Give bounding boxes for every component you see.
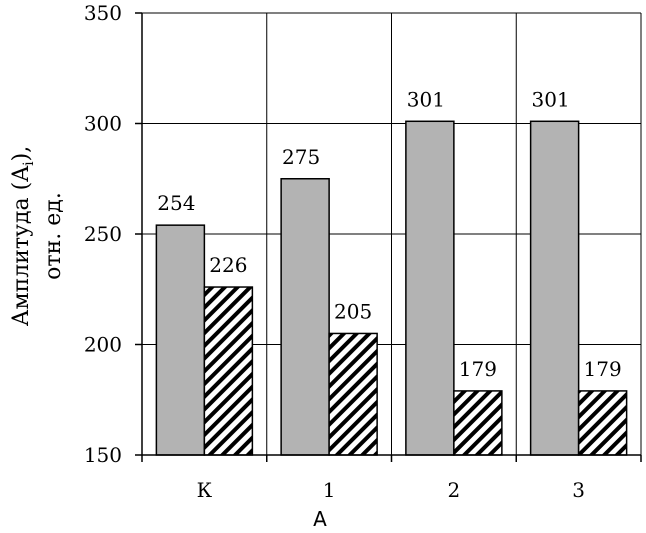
x-tick-label: К <box>197 478 213 502</box>
y-tick-label: 250 <box>84 222 122 246</box>
bar-series2 <box>453 390 503 456</box>
y-axis-label: Амплитуда (Ai), отн. ед. <box>9 146 66 326</box>
axes <box>135 12 642 462</box>
data-label: 205 <box>334 299 372 323</box>
bar-series1 <box>405 120 455 456</box>
y-tick-label: 150 <box>84 443 122 467</box>
y-tick-label: 200 <box>84 333 122 357</box>
data-label: 179 <box>459 357 497 381</box>
labels: 150 200 250 300 350 254 226 К 275 205 1 301 179 2 301 1… <box>84 1 622 502</box>
data-label: 301 <box>407 87 445 111</box>
bar-series2 <box>577 390 628 456</box>
bar-series1 <box>155 224 206 456</box>
svg-text:Амплитуда (Ai),: Амплитуда (Ai), <box>9 146 37 326</box>
x-tick-label: 1 <box>323 478 336 502</box>
x-tick-label: 3 <box>572 478 585 502</box>
x-tick-label: 2 <box>448 478 461 502</box>
grid <box>142 12 642 455</box>
data-label: 301 <box>532 87 570 111</box>
bar-series2 <box>203 286 254 456</box>
y-tick-label: 300 <box>84 112 122 136</box>
x-axis-label: A <box>313 507 327 528</box>
y-tick-label: 350 <box>84 1 122 25</box>
bar-series2 <box>328 332 378 456</box>
bars <box>155 120 628 456</box>
data-label: 254 <box>157 191 195 215</box>
svg-text:отн. ед.: отн. ед. <box>41 192 66 280</box>
data-label: 226 <box>209 253 247 277</box>
data-label: 275 <box>282 145 320 169</box>
data-label: 179 <box>584 357 622 381</box>
bar-series1 <box>280 178 330 456</box>
bar-series1 <box>529 120 580 456</box>
